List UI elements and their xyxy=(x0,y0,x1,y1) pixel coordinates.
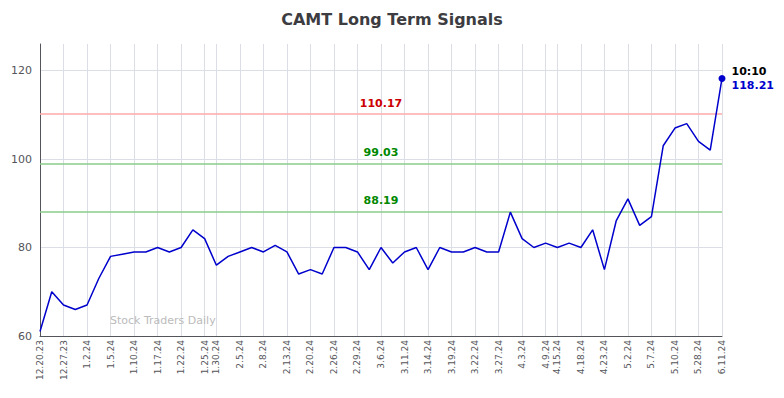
svg-text:3.27.24: 3.27.24 xyxy=(494,340,504,375)
svg-text:60: 60 xyxy=(18,330,32,343)
svg-text:2.26.24: 2.26.24 xyxy=(329,340,339,375)
svg-text:2.13.24: 2.13.24 xyxy=(282,340,292,375)
svg-text:5.7.24: 5.7.24 xyxy=(646,340,656,369)
svg-text:Stock Traders Daily: Stock Traders Daily xyxy=(110,314,216,327)
svg-text:1.22.24: 1.22.24 xyxy=(176,340,186,375)
svg-text:120: 120 xyxy=(11,64,32,77)
svg-text:CAMT Long Term Signals: CAMT Long Term Signals xyxy=(281,10,503,29)
svg-text:118.21: 118.21 xyxy=(732,79,774,92)
svg-text:1.30.24: 1.30.24 xyxy=(211,340,221,375)
svg-text:110.17: 110.17 xyxy=(360,97,402,110)
svg-text:1.5.24: 1.5.24 xyxy=(106,340,116,369)
svg-text:80: 80 xyxy=(18,241,32,254)
svg-text:3.22.24: 3.22.24 xyxy=(470,340,480,375)
svg-text:1.2.24: 1.2.24 xyxy=(82,340,92,369)
svg-text:3.6.24: 3.6.24 xyxy=(376,340,386,369)
svg-text:99.03: 99.03 xyxy=(364,146,399,159)
svg-text:3.19.24: 3.19.24 xyxy=(447,340,457,375)
svg-text:5.28.24: 5.28.24 xyxy=(693,340,703,375)
svg-text:2.29.24: 2.29.24 xyxy=(352,340,362,375)
svg-text:12.27.23: 12.27.23 xyxy=(59,340,69,380)
svg-text:3.11.24: 3.11.24 xyxy=(400,340,410,375)
svg-text:10:10: 10:10 xyxy=(732,65,767,78)
svg-text:2.8.24: 2.8.24 xyxy=(258,340,268,369)
svg-text:6.11.24: 6.11.24 xyxy=(717,340,727,375)
svg-text:4.23.24: 4.23.24 xyxy=(599,340,609,375)
svg-text:1.10.24: 1.10.24 xyxy=(129,340,139,375)
svg-text:1.25.24: 1.25.24 xyxy=(200,340,210,375)
svg-text:4.18.24: 4.18.24 xyxy=(576,340,586,375)
svg-text:100: 100 xyxy=(11,153,32,166)
svg-text:5.10.24: 5.10.24 xyxy=(670,340,680,375)
svg-text:3.14.24: 3.14.24 xyxy=(423,340,433,375)
svg-text:5.2.24: 5.2.24 xyxy=(623,340,633,369)
svg-text:4.3.24: 4.3.24 xyxy=(517,340,527,369)
svg-text:4.15.24: 4.15.24 xyxy=(552,340,562,375)
svg-text:1.17.24: 1.17.24 xyxy=(153,340,163,375)
svg-text:2.20.24: 2.20.24 xyxy=(305,340,315,375)
svg-text:88.19: 88.19 xyxy=(364,194,399,207)
svg-text:2.5.24: 2.5.24 xyxy=(235,340,245,369)
svg-text:12.20.23: 12.20.23 xyxy=(35,340,45,380)
svg-text:4.9.24: 4.9.24 xyxy=(541,340,551,369)
